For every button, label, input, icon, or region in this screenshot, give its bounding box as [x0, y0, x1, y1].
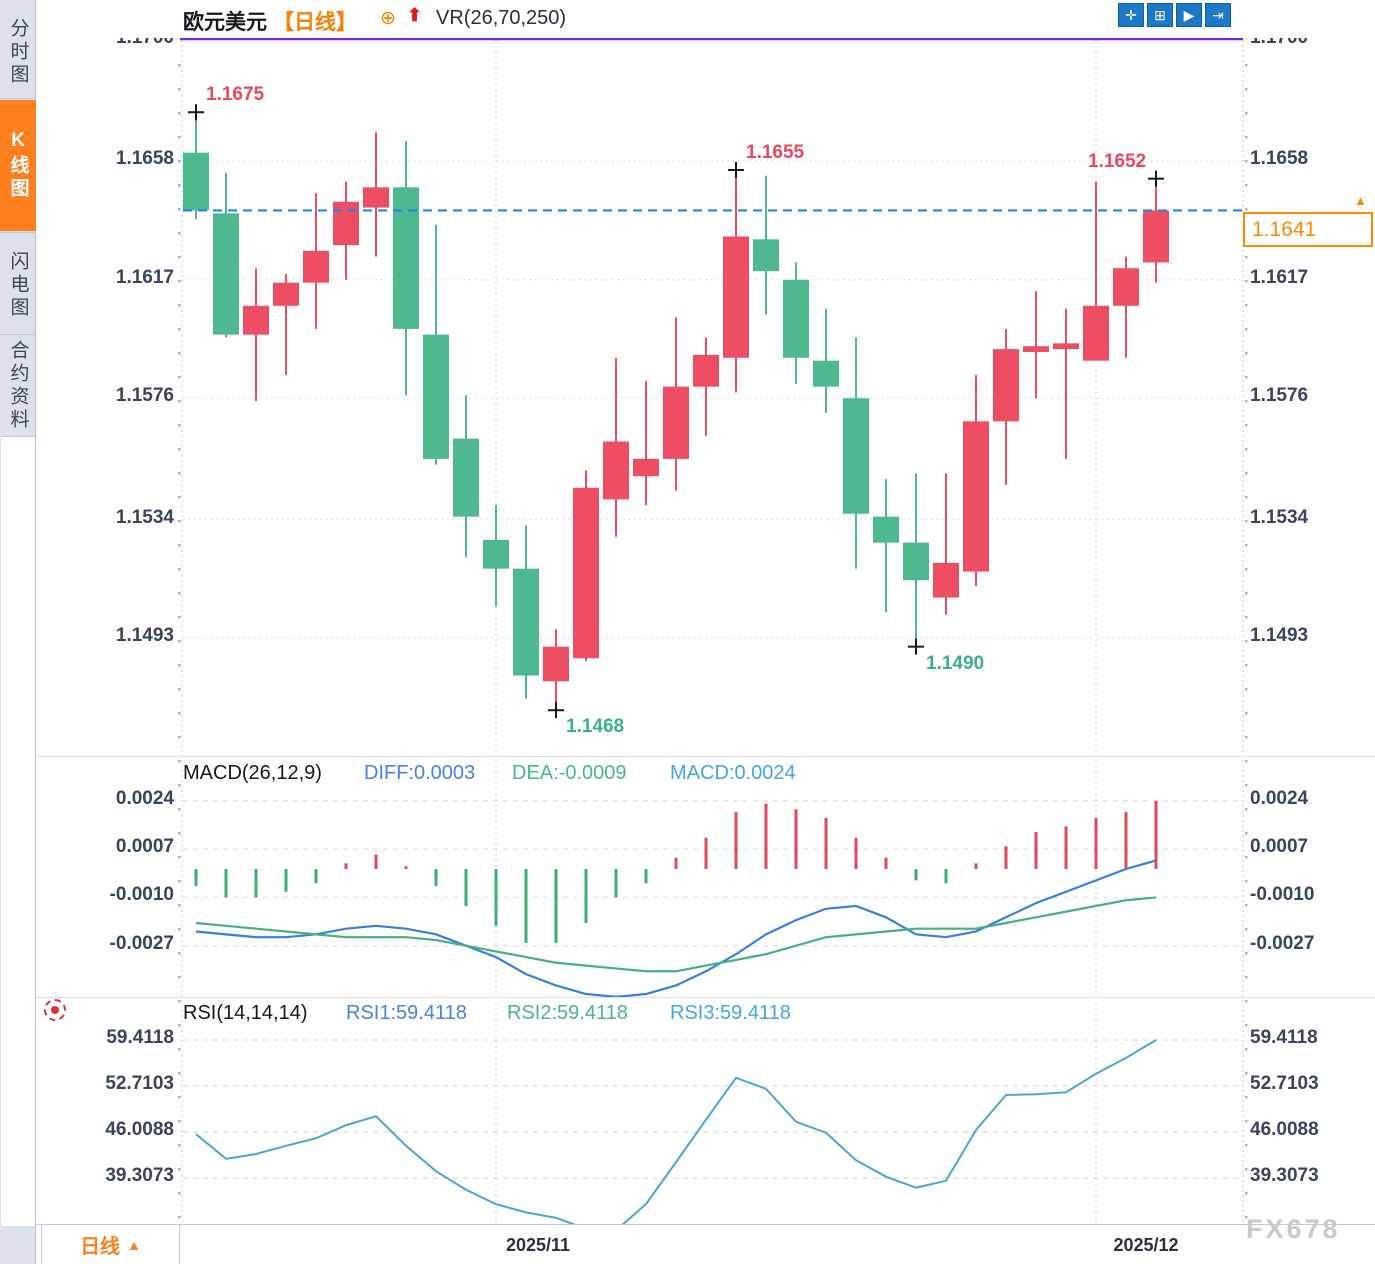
rsi1-value: RSI1:59.4118 [346, 1002, 467, 1024]
symbol-title: 欧元美元 [183, 11, 267, 34]
current-price-box: 1.1641 [1243, 212, 1373, 247]
axis-fit-icon[interactable]: ⊞ [1147, 3, 1173, 27]
rsi-panel-divider [36, 997, 1375, 998]
chart-header: 欧元美元 【日线】 ⊕ ⬆ VR(26,70,250) ✛ ⊞ ▶ ⇥ [36, 0, 1375, 38]
price-up-arrow-icon: ▲ [1354, 193, 1367, 208]
sidebar-divider [0, 232, 36, 233]
indicator-label: VR(26,70,250) [436, 7, 567, 29]
macd-title: MACD(26,12,9) [183, 762, 322, 784]
x-axis-label-nov: 2025/11 [505, 1235, 571, 1255]
rsi3-value: RSI3:59.4118 [670, 1002, 791, 1024]
pan-icon[interactable]: ✛ [1118, 3, 1144, 27]
rsi-title: RSI(14,14,14) [183, 1002, 308, 1024]
caret-up-icon: ▲ [127, 1236, 141, 1253]
macd-macd-value: MACD:0.0024 [670, 762, 796, 784]
macd-panel-divider [36, 756, 1375, 757]
sidebar-item-time-chart[interactable]: 分时图 [7, 17, 29, 87]
axis-play-icon[interactable]: ▶ [1176, 3, 1202, 27]
macd-dea-value: DEA:-0.0009 [512, 762, 627, 784]
sun-indicator-icon[interactable] [44, 999, 66, 1021]
sidebar-item-kline-chart[interactable]: K线图 [0, 100, 36, 231]
rsi2-value: RSI2:59.4118 [507, 1002, 628, 1024]
watermark: FX678 [1246, 1214, 1341, 1244]
sidebar: 分时图 K线图 闪电图 合约资料 [0, 0, 36, 1264]
chart-toolbar: ✛ ⊞ ▶ ⇥ [1118, 3, 1231, 27]
sidebar-item-flash-chart[interactable]: 闪电图 [7, 250, 29, 320]
up-arrow-icon[interactable]: ⬆ [407, 5, 423, 25]
sidebar-empty-panel [1, 436, 35, 1226]
sidebar-item-contract-info[interactable]: 合约资料 [7, 339, 29, 432]
macd-diff-value: DIFF:0.0003 [364, 762, 476, 784]
period-badge: 【日线】 [273, 11, 357, 34]
target-icon[interactable]: ⊕ [380, 8, 396, 29]
sidebar-divider [0, 334, 36, 335]
sidebar-divider [0, 98, 36, 99]
x-axis-label-dec: 2025/12 [1113, 1235, 1179, 1255]
period-tab-label: 日线 [80, 1236, 121, 1258]
bottom-axis-bar: 日线 ▲ 2025/11 2025/12 [36, 1224, 1375, 1264]
export-icon[interactable]: ⇥ [1205, 3, 1231, 27]
period-tab-daily[interactable]: 日线 ▲ [41, 1225, 180, 1264]
